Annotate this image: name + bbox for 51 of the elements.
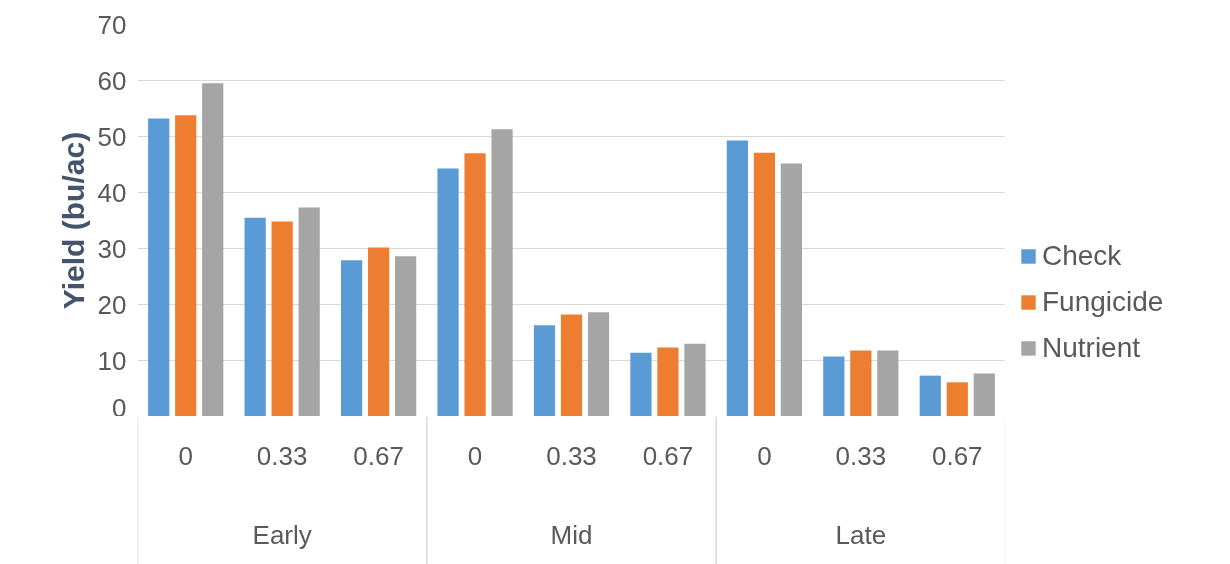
bar — [877, 350, 899, 416]
bar — [657, 347, 679, 416]
legend-label: Check — [1042, 240, 1122, 272]
y-tick-label: 20 — [97, 289, 127, 320]
y-tick-label: 70 — [97, 9, 127, 40]
x-tick-label: 0.67 — [353, 441, 404, 472]
legend-label: Nutrient — [1042, 332, 1141, 364]
bar — [244, 217, 266, 416]
bar — [587, 312, 610, 416]
bar — [437, 168, 459, 416]
bar — [491, 129, 513, 416]
bar — [946, 382, 968, 416]
bar — [464, 153, 486, 416]
bar — [753, 152, 775, 416]
bar — [148, 118, 170, 416]
y-tick-label: 0 — [112, 392, 127, 423]
bar — [850, 350, 872, 416]
bar — [823, 356, 845, 416]
bar — [630, 352, 652, 416]
y-tick-label: 40 — [97, 177, 127, 208]
bar — [973, 373, 995, 416]
bar — [780, 163, 802, 416]
bar — [368, 247, 390, 416]
y-tick-label: 30 — [97, 233, 127, 264]
bar — [726, 140, 748, 416]
bar — [271, 221, 293, 416]
bar — [919, 375, 941, 416]
y-tick-label: 60 — [97, 65, 127, 96]
x-tick-label: 0 — [757, 441, 772, 472]
x-tick-label: 0.33 — [546, 441, 597, 472]
bar — [298, 207, 320, 416]
y-axis-title: Yield (bu/ac) — [56, 131, 90, 310]
bar — [533, 325, 556, 416]
bar — [395, 256, 417, 416]
y-tick-label: 50 — [97, 121, 127, 152]
bar — [684, 343, 706, 416]
x-tick-label: 0.33 — [256, 441, 308, 472]
y-tick-label: 10 — [97, 345, 127, 376]
bar — [560, 314, 583, 416]
bar — [202, 83, 224, 416]
text: Mid — [550, 519, 593, 550]
legend-label: Fungicide — [1042, 286, 1164, 318]
text: Early — [252, 519, 312, 550]
x-tick-label: 0.67 — [642, 441, 694, 472]
bar — [175, 115, 197, 416]
text: Late — [835, 519, 887, 550]
x-tick-label: 0 — [178, 441, 193, 472]
x-tick-label: 0.67 — [931, 441, 983, 472]
bar — [341, 260, 363, 416]
x-tick-label: 0 — [467, 441, 483, 472]
x-tick-label: 0.33 — [835, 441, 887, 472]
